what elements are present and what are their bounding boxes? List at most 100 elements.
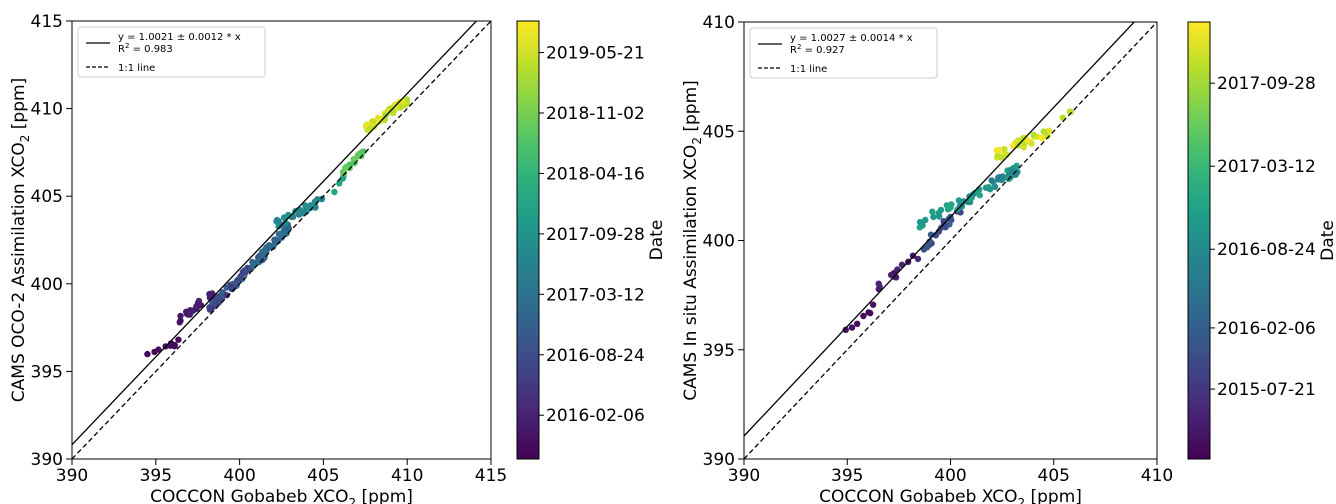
x-tick-label: 400 xyxy=(934,466,966,486)
colorbar-tick-label: 2017-09-28 xyxy=(1217,74,1316,94)
scatter-point xyxy=(1003,151,1011,158)
x-tick-label: 410 xyxy=(391,466,423,486)
y-tick-label: 390 xyxy=(31,450,63,470)
scatter-point xyxy=(914,255,922,263)
x-tick-label: 405 xyxy=(307,466,339,486)
scatter-point xyxy=(177,312,184,320)
legend: y = 1.0027 ± 0.0014 * xR2 = 0.927 1:1 lin… xyxy=(749,27,938,79)
scatter-points xyxy=(842,108,1074,333)
y-tick-label: 390 xyxy=(703,450,735,470)
scatter-point xyxy=(398,103,405,110)
scatter-point xyxy=(214,293,222,300)
reference-lines xyxy=(744,22,1157,459)
scatter-point xyxy=(1044,133,1051,140)
scatter-point xyxy=(273,216,281,224)
scatter-point xyxy=(223,284,230,291)
colorbar-tick-label: 2018-11-02 xyxy=(546,104,645,124)
x-tick-label: 410 xyxy=(1141,466,1173,486)
scatter-point xyxy=(265,242,273,249)
scatter-point xyxy=(958,203,966,210)
scatter-point xyxy=(930,213,937,221)
colorbar-tick-label: 2016-02-06 xyxy=(546,406,645,426)
scatter-point xyxy=(848,324,856,331)
x-tick-label: 390 xyxy=(56,466,88,486)
scatter-point xyxy=(960,198,967,205)
colorbar-tick-label: 2017-03-12 xyxy=(1217,157,1316,177)
colorbar-label: Date xyxy=(647,220,667,261)
y-tick-label: 400 xyxy=(703,232,735,252)
scatter-point xyxy=(223,292,230,299)
y-axis-label: CAMS In situ Assimilation XCO2 [ppm] xyxy=(681,80,704,401)
y-tick-label: 410 xyxy=(703,13,735,33)
colorbar-gradient xyxy=(1187,21,1211,460)
scatter-point xyxy=(988,177,995,184)
scatter-point xyxy=(935,228,942,235)
scatter-point xyxy=(318,195,326,203)
scatter-point xyxy=(1030,131,1037,139)
scatter-point xyxy=(215,299,223,306)
scatter-point xyxy=(916,224,923,231)
scatter-point xyxy=(144,350,151,358)
scatter-point xyxy=(1020,134,1027,142)
scatter-point xyxy=(342,164,349,172)
colorbar-tick-label: 2018-04-16 xyxy=(546,164,645,184)
scatter-point xyxy=(936,213,943,220)
scatter-point xyxy=(171,343,178,350)
x-axis-label: COCCON Gobabeb XCO2 [ppm] xyxy=(819,487,1082,504)
scatter-point xyxy=(869,301,877,308)
scatter-point xyxy=(280,214,288,221)
scatter-point xyxy=(875,280,882,287)
legend-box xyxy=(749,27,938,79)
scatter-point xyxy=(197,302,205,309)
scatter-point xyxy=(1040,128,1047,135)
scatter-point xyxy=(270,241,277,249)
scatter-point xyxy=(155,346,162,353)
legend-box xyxy=(77,26,266,78)
colorbar-label: Date xyxy=(1318,220,1336,261)
scatter-point xyxy=(860,312,867,320)
scatter-point xyxy=(923,244,931,251)
identity-line xyxy=(72,21,491,459)
legend-r2-label: R2 = 0.927 xyxy=(790,43,845,56)
scatter-points xyxy=(144,96,411,358)
scatter-point xyxy=(842,326,849,333)
scatter-point xyxy=(1001,145,1008,153)
scatter-point xyxy=(177,317,184,324)
scatter-point xyxy=(255,257,262,265)
scatter-point xyxy=(331,188,338,196)
x-tick-label: 395 xyxy=(140,466,172,486)
scatter-point xyxy=(998,176,1006,183)
chart-1: 390 395 400 405 410 415 390 395 400 405 410 415 COCC… xyxy=(9,12,667,504)
x-tick-label: 390 xyxy=(728,466,760,486)
scatter-point xyxy=(946,221,953,228)
colorbar-tick-label: 2015-07-21 xyxy=(1217,380,1316,400)
colorbar: 2017-09-28 2017-03-12 2016-08-24 2016-02-06… xyxy=(1187,21,1336,460)
scatter-point xyxy=(261,253,268,260)
scatter-point xyxy=(1028,140,1035,147)
x-tick-label: 415 xyxy=(475,466,507,486)
scatter-point xyxy=(996,146,1003,154)
identity-line xyxy=(744,22,1157,459)
x-tick-label: 395 xyxy=(831,466,863,486)
colorbar-tick-label: 2016-02-06 xyxy=(1217,319,1316,339)
fit-line xyxy=(72,21,478,446)
scatter-point xyxy=(261,246,269,253)
colorbar-tick-label: 2016-08-24 xyxy=(1217,240,1316,260)
colorbar-tick-label: 2019-05-21 xyxy=(546,44,645,64)
legend: y = 1.0021 ± 0.0012 * xR2 = 0.983 1:1 lin… xyxy=(77,26,266,78)
colorbar: 2019-05-21 2018-11-02 2018-04-16 2017-09-28… xyxy=(516,20,667,460)
scatter-point xyxy=(306,205,314,212)
scatter-point xyxy=(369,118,377,125)
colorbar-tick-label: 2017-09-28 xyxy=(546,225,645,245)
scatter-point xyxy=(242,269,249,276)
scatter-point xyxy=(235,276,242,283)
scatter-point xyxy=(229,285,236,293)
legend-r2-label: R2 = 0.983 xyxy=(118,42,173,55)
legend-fit-label: y = 1.0027 ± 0.0014 * x xyxy=(790,33,913,44)
scatter-point xyxy=(986,186,994,193)
scatter-point xyxy=(898,261,906,268)
scatter-point xyxy=(955,197,962,204)
scatter-point xyxy=(1010,142,1017,149)
colorbar-gradient xyxy=(516,20,540,460)
scatter-point xyxy=(929,208,936,215)
